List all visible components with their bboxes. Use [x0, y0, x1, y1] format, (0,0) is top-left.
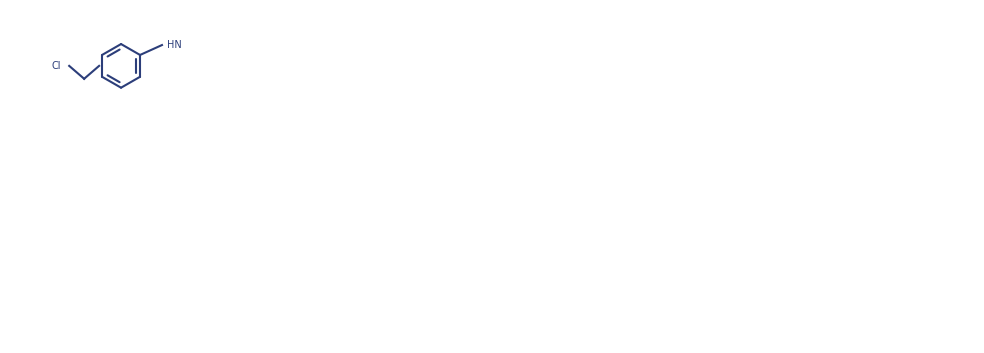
Text: HN: HN [167, 40, 182, 50]
Text: Cl: Cl [52, 61, 61, 71]
